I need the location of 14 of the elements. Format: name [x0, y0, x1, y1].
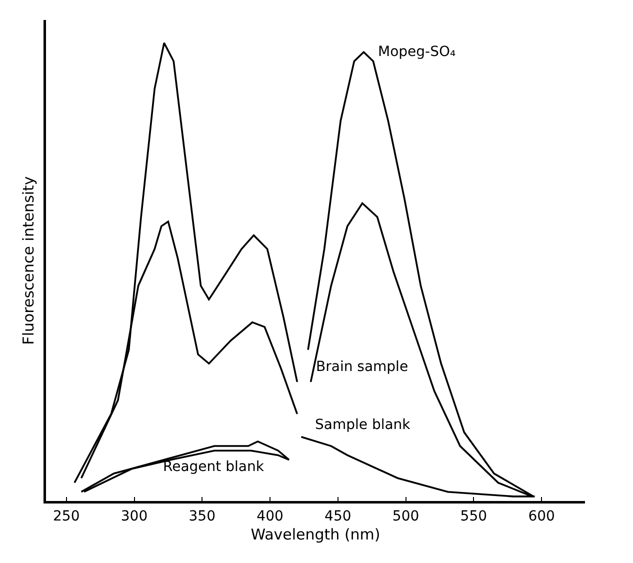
- series-label: Mopeg-SO₄: [378, 44, 456, 60]
- x-tick-label: 450: [324, 508, 352, 524]
- x-tick-label: 400: [256, 508, 284, 524]
- series-label: Sample blank: [315, 417, 412, 433]
- x-axis-title: Wavelength (nm): [250, 526, 380, 544]
- x-tick-label: 250: [53, 508, 80, 524]
- series-label: Brain sample: [316, 359, 408, 375]
- x-tick-label: 500: [392, 508, 420, 524]
- x-tick-label: 350: [188, 508, 216, 524]
- y-axis-title: Fluorescence intensity: [20, 176, 38, 345]
- x-tick-label: 600: [528, 508, 555, 524]
- series-label: Reagent blank: [163, 459, 265, 475]
- x-tick-label: 550: [460, 508, 488, 524]
- x-tick-label: 300: [120, 508, 148, 524]
